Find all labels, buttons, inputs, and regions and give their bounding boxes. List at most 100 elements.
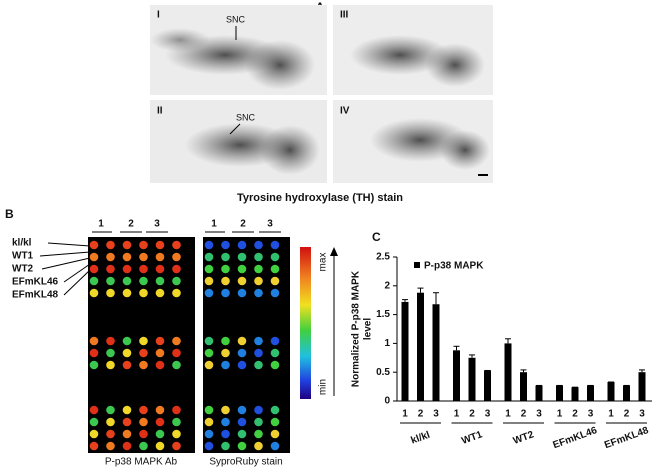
blot-dot <box>221 276 230 286</box>
blot-dot <box>270 405 280 415</box>
blot-dot <box>122 429 132 439</box>
x-tick-label: 3 <box>588 409 594 420</box>
column-label: 3 <box>267 219 273 230</box>
image-label: III <box>340 10 349 21</box>
column-label: 1 <box>211 219 217 230</box>
blot-dot <box>270 240 280 250</box>
blot-dot <box>221 348 230 358</box>
blot-dot <box>122 336 132 346</box>
annotation: SNC <box>226 14 246 24</box>
x-tick-label: 2 <box>572 409 578 420</box>
blot-dot <box>270 429 280 439</box>
bar <box>520 372 527 401</box>
colorbar-label: min <box>318 379 329 395</box>
blot-dot <box>172 336 181 346</box>
group-label: EFmKL48 <box>603 425 651 451</box>
blot-dot <box>122 288 132 298</box>
blot-dot <box>237 417 247 427</box>
blot-dot <box>204 288 214 298</box>
blot-dot <box>139 288 148 298</box>
y-tick-label: 1.5 <box>376 309 390 320</box>
row-label: WT2 <box>12 264 34 275</box>
blot-dot <box>254 336 263 346</box>
blot-dot <box>270 441 280 451</box>
bar <box>638 372 646 401</box>
blot-dot <box>106 276 115 286</box>
blot-dot <box>270 417 280 427</box>
blot-dot <box>204 441 214 451</box>
blot-dot <box>237 288 247 298</box>
blot-dot <box>139 252 148 262</box>
blot-dot <box>172 360 181 370</box>
micrograph <box>150 100 327 183</box>
blot-dot <box>106 405 115 415</box>
micrograph <box>333 100 493 183</box>
blot-dot <box>254 429 263 439</box>
blot-dot <box>106 360 115 370</box>
blot-dot <box>122 264 132 274</box>
row-label: WT1 <box>12 251 34 262</box>
blot-dot <box>221 240 230 250</box>
blot-dot <box>221 264 230 274</box>
column-label: 2 <box>240 219 246 230</box>
column-label: 1 <box>98 219 104 230</box>
x-tick-label: 1 <box>608 409 614 420</box>
bar <box>453 350 460 401</box>
blot-dot <box>221 429 230 439</box>
blot-dot <box>270 360 280 370</box>
blot-caption: P-p38 MAPK Ab <box>105 457 178 468</box>
blot-dot <box>89 429 99 439</box>
bar <box>484 370 491 401</box>
blot-dot <box>204 264 214 274</box>
blot-dot <box>221 405 230 415</box>
y-tick-label: 1 <box>384 338 390 349</box>
blot-dot <box>155 264 165 274</box>
bar <box>607 381 615 401</box>
annotation: SNC <box>236 112 256 122</box>
blot-dot <box>155 348 165 358</box>
blot-dot <box>89 288 99 298</box>
blot-dot <box>270 288 280 298</box>
blot-dot <box>139 336 148 346</box>
x-tick-label: 1 <box>557 409 563 420</box>
blot-dot <box>237 348 247 358</box>
micrograph <box>333 5 493 95</box>
blot-dot <box>139 360 148 370</box>
bar <box>535 385 543 401</box>
blot-dot <box>172 417 181 427</box>
blot-dot <box>89 240 99 250</box>
bar <box>401 301 409 401</box>
blot-dot <box>270 336 280 346</box>
blot-dot <box>237 360 247 370</box>
x-tick-label: 1 <box>402 409 408 420</box>
y-tick-label: 2.5 <box>376 252 390 263</box>
blot-dot <box>204 336 214 346</box>
group-label: WT1 <box>460 429 484 447</box>
blot-dot <box>237 276 247 286</box>
blot-dot <box>89 252 99 262</box>
blot-dot <box>139 276 148 286</box>
blot-dot <box>172 276 181 286</box>
blot-dot <box>89 276 99 286</box>
blot-dot <box>172 252 181 262</box>
group-label: EFmKL46 <box>551 425 599 451</box>
colorbar-arrowhead <box>330 247 338 256</box>
x-tick-label: 2 <box>624 409 630 420</box>
micrograph <box>150 5 327 95</box>
row-label: EFmKL46 <box>12 277 59 288</box>
legend-swatch <box>414 262 420 268</box>
column-label: 2 <box>128 219 134 230</box>
blot-dot <box>139 417 148 427</box>
blot-dot <box>122 348 132 358</box>
blot-dot <box>122 405 132 415</box>
panel-label: C <box>372 230 381 244</box>
row-arrows <box>39 242 91 296</box>
blot-dot <box>204 405 214 415</box>
blot-dot <box>106 348 115 358</box>
blot-dot <box>254 240 263 250</box>
blot-dot <box>254 288 263 298</box>
blot-dot <box>155 405 165 415</box>
image-label: II <box>157 106 163 117</box>
column-label: 3 <box>154 219 160 230</box>
